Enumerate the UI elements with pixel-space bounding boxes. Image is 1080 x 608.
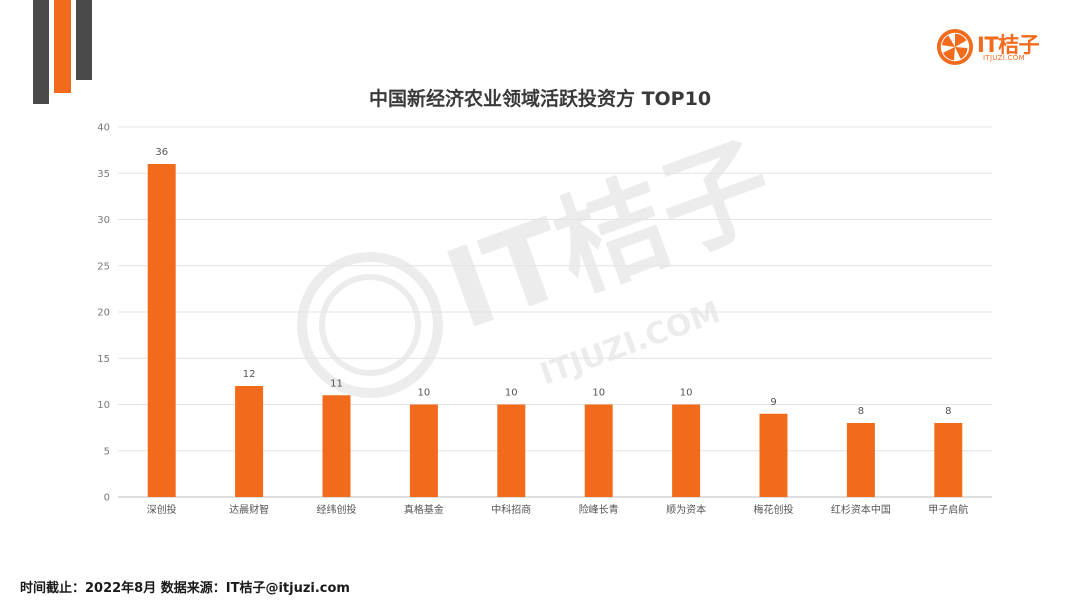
- bar: [846, 423, 875, 497]
- y-tick-label: 35: [97, 169, 110, 180]
- bar: [584, 404, 613, 497]
- brand-logo: IT桔子 ITJUZI.COM: [936, 26, 1056, 70]
- watermark: IT桔子 ITJUZI.COM: [297, 119, 790, 398]
- brand-name: IT桔子: [977, 33, 1040, 57]
- x-tick-label: 达晨财智: [229, 503, 269, 516]
- data-label: 10: [680, 388, 693, 399]
- data-label: 36: [155, 147, 168, 158]
- x-tick-label: 深创投: [147, 503, 177, 516]
- y-tick-label: 0: [104, 493, 110, 504]
- data-labels: 36 12 11 10 10 10 10 9 8 8: [155, 147, 951, 417]
- bar: [147, 164, 176, 497]
- corner-bar-gray-right: [76, 0, 92, 80]
- y-tick-label: 10: [97, 400, 110, 411]
- x-tick-label: 红杉资本中国: [831, 503, 891, 516]
- brand-domain: ITJUZI.COM: [983, 54, 1025, 62]
- x-axis-ticks: 深创投 达晨财智 经纬创投 真格基金 中科招商 险峰长青 顺为资本 梅花创投 红杉资本中国 甲子启…: [147, 503, 969, 516]
- data-label: 10: [505, 388, 518, 399]
- data-label: 12: [243, 369, 256, 380]
- x-tick-label: 甲子启航: [928, 503, 968, 516]
- y-tick-label: 25: [97, 261, 110, 272]
- y-tick-label: 20: [97, 308, 110, 319]
- data-label: 8: [858, 406, 864, 417]
- bar: [759, 413, 788, 497]
- bar: [322, 395, 351, 497]
- x-tick-label: 顺为资本: [666, 503, 706, 516]
- data-label: 10: [592, 388, 605, 399]
- bars: [147, 164, 963, 497]
- y-axis-ticks: 0 5 10 15 20 25 30 35 40: [97, 123, 110, 504]
- data-label: 9: [770, 397, 776, 408]
- x-tick-label: 梅花创投: [754, 503, 794, 516]
- bar: [235, 386, 264, 497]
- data-label: 10: [418, 388, 431, 399]
- data-label: 8: [945, 406, 951, 417]
- y-tick-label: 5: [104, 446, 110, 457]
- bar: [672, 404, 701, 497]
- x-tick-label: 真格基金: [404, 503, 444, 516]
- bar: [934, 423, 963, 497]
- bar: [409, 404, 438, 497]
- watermark-brand-name: IT桔子: [430, 119, 789, 354]
- bar: [497, 404, 526, 497]
- footer-source-note: 时间截止：2022年8月 数据来源：IT桔子@itjuzi.com: [20, 581, 350, 596]
- corner-bar-gray-left: [33, 0, 49, 104]
- x-tick-label: 险峰长青: [579, 503, 619, 516]
- x-tick-label: 中科招商: [491, 503, 531, 516]
- orange-slice-icon: [936, 28, 974, 66]
- grid-lines: [118, 126, 992, 498]
- y-tick-label: 40: [97, 123, 110, 134]
- chart-title: 中国新经济农业领域活跃投资方 TOP10: [368, 88, 712, 110]
- x-tick-label: 经纬创投: [317, 503, 357, 516]
- data-label: 11: [330, 378, 343, 389]
- y-tick-label: 30: [97, 215, 110, 226]
- y-tick-label: 15: [97, 354, 110, 365]
- corner-bar-orange: [54, 0, 71, 93]
